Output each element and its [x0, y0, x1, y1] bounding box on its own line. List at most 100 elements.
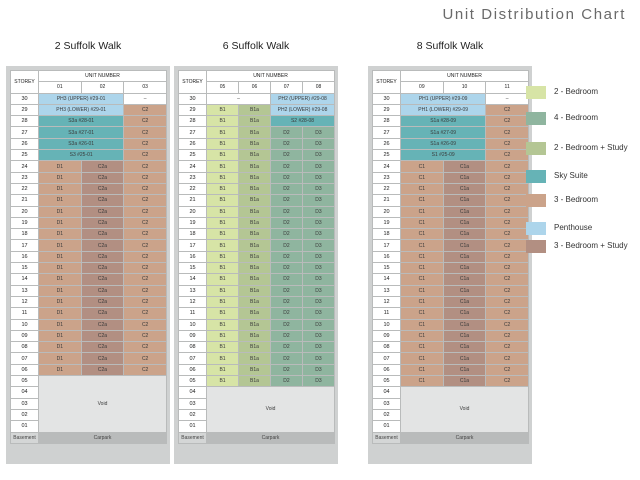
storey-cell: 28: [372, 115, 401, 128]
storey-cell: 04: [372, 386, 401, 399]
table-row: 11 B1 B1a D2 D3: [178, 307, 336, 320]
storey-cell: 20: [372, 205, 401, 218]
storey-cell: 16: [372, 250, 401, 264]
legend-label: Sky Suite: [554, 171, 588, 180]
unit-cell: B1a: [238, 363, 271, 377]
unit-cell: B1: [206, 182, 239, 196]
storey-cell: 05: [372, 375, 401, 388]
table-row: 13 D1 C2a C2: [10, 284, 167, 297]
void-area: Void: [400, 386, 529, 433]
unit-cell: B1a: [238, 171, 271, 184]
unit-cell: C1a: [442, 250, 487, 264]
unit-cell: D2: [270, 228, 303, 241]
unit-cell: C2a: [80, 205, 125, 218]
table-row: 22 B1 B1a D2 D3: [178, 182, 336, 196]
table-row: 25 S1 #25-09 C2: [372, 149, 529, 162]
unit-cell: B1: [206, 126, 239, 139]
table-row: 05 B1 B1a D2 D3: [178, 375, 336, 388]
table-row: 26 B1 B1a D2 D3: [178, 137, 336, 151]
void-area: Void: [205, 386, 336, 433]
table-row: 28 B1 B1a S2 #28-08: [178, 115, 336, 128]
unit-cell: C1: [400, 250, 444, 264]
unit-cell: S2 #28-08: [269, 115, 336, 128]
storey-cell: 15: [10, 262, 39, 275]
legend-swatch: [526, 240, 546, 253]
storey-cell: 01: [372, 420, 401, 433]
storey-cell: 01: [178, 420, 207, 433]
unit-cell: D1: [38, 205, 82, 218]
unit-cell: C2: [485, 115, 529, 128]
storey-cell: 24: [178, 160, 207, 173]
unit-cell: C2: [485, 182, 529, 196]
basement-label: Basement: [372, 431, 401, 444]
storey-cell: 25: [10, 149, 39, 162]
unit-cell: S3a #26-01: [37, 137, 125, 151]
table-row: 20 C1 C1a C2: [372, 205, 529, 218]
storey-cell: 07: [178, 352, 207, 365]
unit-cell: D3: [301, 307, 336, 320]
storey-cell: 30: [10, 92, 39, 105]
unit-cell: B1a: [238, 375, 271, 388]
storey-cell: 26: [10, 137, 39, 151]
legend-label: 2 - Bedroom: [554, 87, 599, 96]
unit-cell: C1a: [442, 205, 487, 218]
unit-cell: B1a: [238, 341, 271, 354]
unit-cell: C1a: [442, 307, 487, 320]
unit-cell: C1: [400, 352, 444, 365]
unit-cell: B1: [206, 216, 239, 230]
unit-table: STOREY UNIT NUMBER 09 10 11 30 PH1 (UPPER) #29…: [372, 69, 529, 444]
carpark-cell: Carpark: [38, 431, 167, 444]
unit-cell: C2: [123, 262, 167, 275]
unit-cell: D3: [301, 160, 336, 173]
table-row: 20 D1 C2a C2: [10, 205, 167, 218]
unit-cell: B1: [206, 228, 239, 241]
legend-swatch: [526, 142, 546, 155]
unit-cell: B1: [206, 205, 239, 218]
storey-cell: 22: [178, 182, 207, 196]
unit-cell: C2a: [80, 239, 125, 252]
unit-cell: D2: [270, 126, 303, 139]
unit-cell: C2: [123, 239, 167, 252]
block-8-suffolk-walk: 8 Suffolk Walk STOREY UNIT NUMBER 09 10 11 30…: [368, 40, 532, 464]
table-row: 15 D1 C2a C2: [10, 262, 167, 275]
unit-cell: B1: [206, 375, 239, 388]
table-row: 23 B1 B1a D2 D3: [178, 171, 336, 184]
unit-cell: C1: [400, 284, 444, 297]
unit-cell: D2: [270, 149, 303, 162]
storey-cell: 04: [10, 386, 39, 399]
storey-cell: 30: [178, 92, 207, 105]
unit-cell: B1: [206, 194, 239, 207]
unit-cell: C2a: [80, 363, 125, 377]
unit-cell: C2: [123, 228, 167, 241]
table-row: 30 PH1 (UPPER) #29-09–: [372, 92, 529, 105]
unit-cell: C1: [400, 262, 444, 275]
storey-cell: 22: [372, 182, 401, 196]
table-row: 30– PH2 (UPPER) #29-08: [178, 92, 336, 105]
unit-cell: C2: [485, 228, 529, 241]
unit-cell: D2: [270, 205, 303, 218]
storey-cell: 23: [372, 171, 401, 184]
storey-cell: 06: [10, 363, 39, 377]
unit-cell: C2: [485, 341, 529, 354]
unit-cell: C1a: [442, 318, 487, 331]
table-row: 08 B1 B1a D2 D3: [178, 341, 336, 354]
storey-cell: 10: [10, 318, 39, 331]
block-6-suffolk-walk: 6 Suffolk Walk STOREY UNIT NUMBER 05 06 07 08…: [174, 40, 338, 464]
unit-table: STOREY UNIT NUMBER 05 06 07 08 30– PH2 (UPPER) …: [178, 69, 336, 444]
unit-cell: D1: [38, 171, 82, 184]
table-row: 18 D1 C2a C2: [10, 228, 167, 241]
storey-cell: 21: [10, 194, 39, 207]
table-row: 25 S3 #25-01 C2: [10, 149, 167, 162]
unit-number-cell: 01: [38, 81, 82, 94]
unit-cell: D2: [270, 329, 303, 343]
unit-cell: C2a: [80, 194, 125, 207]
table-row: 17 D1 C2a C2: [10, 239, 167, 252]
storey-cell: 23: [178, 171, 207, 184]
storey-cell: 17: [178, 239, 207, 252]
unit-cell: D1: [38, 363, 82, 377]
unit-cell: D1: [38, 295, 82, 309]
storey-cell: 14: [178, 273, 207, 286]
table-row: 17 C1 C1a C2: [372, 239, 529, 252]
unit-cell: B1: [206, 307, 239, 320]
unit-cell: C2a: [80, 273, 125, 286]
